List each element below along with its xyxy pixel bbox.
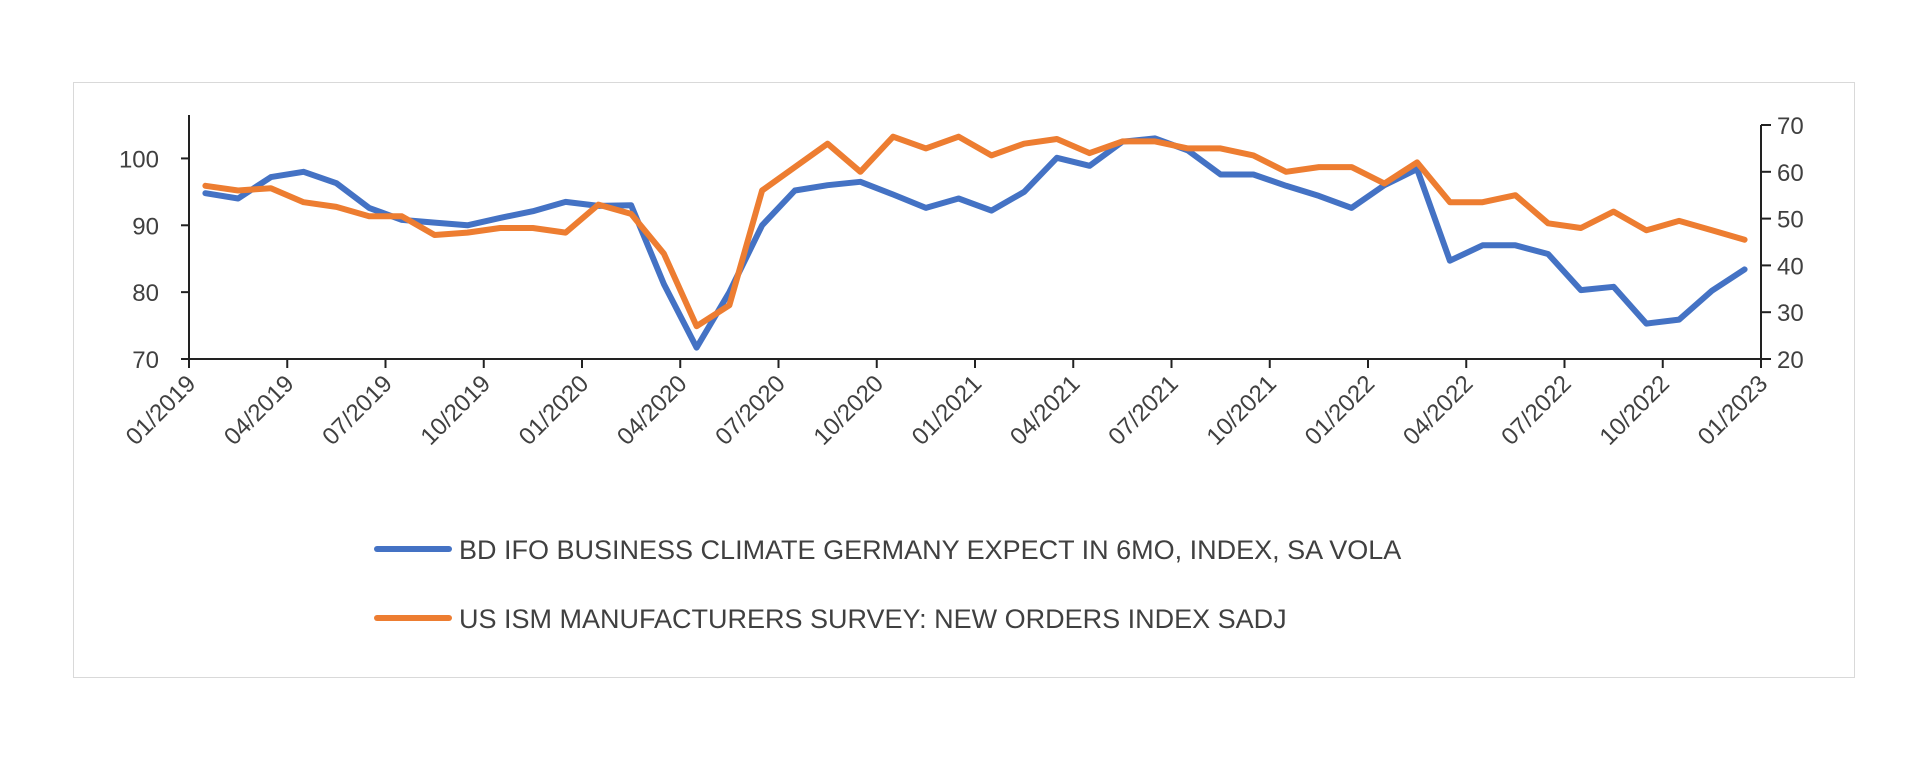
y-right-tick-label: 60 bbox=[1777, 160, 1804, 187]
y-right-tick-label: 20 bbox=[1777, 347, 1804, 374]
chart-frame: 70 80 90 100 20 30 40 50 60 70 01/2019 04/2019 07/20… bbox=[73, 82, 1855, 678]
x-tick-label: 01/2023 bbox=[1693, 370, 1773, 450]
x-tick-label: 01/2020 bbox=[514, 370, 594, 450]
y-right-tick-label: 70 bbox=[1777, 113, 1804, 140]
x-tick-label: 01/2022 bbox=[1300, 370, 1380, 450]
x-tick-label: 07/2020 bbox=[710, 370, 790, 450]
x-tick-label: 10/2020 bbox=[809, 370, 889, 450]
y-left-tick-label: 70 bbox=[132, 347, 159, 374]
x-tick-label: 10/2022 bbox=[1595, 370, 1675, 450]
y-right-tick-label: 40 bbox=[1777, 253, 1804, 280]
x-tick-label: 01/2019 bbox=[121, 370, 201, 450]
x-tick-label: 04/2022 bbox=[1398, 370, 1478, 450]
series-line-ifo bbox=[202, 135, 1748, 351]
legend-label: US ISM MANUFACTURERS SURVEY: NEW ORDERS … bbox=[459, 604, 1287, 634]
x-tick-label: 07/2021 bbox=[1103, 370, 1183, 450]
legend-label: BD IFO BUSINESS CLIMATE GERMANY EXPECT I… bbox=[459, 535, 1401, 565]
legend: BD IFO BUSINESS CLIMATE GERMANY EXPECT I… bbox=[374, 535, 1401, 634]
x-tick-label: 07/2022 bbox=[1496, 370, 1576, 450]
series-line-ism bbox=[202, 133, 1748, 330]
x-tick-label: 01/2021 bbox=[907, 370, 987, 450]
y-left-tick-label: 80 bbox=[132, 280, 159, 307]
x-tick-label: 04/2020 bbox=[612, 370, 692, 450]
x-tick-label: 07/2019 bbox=[317, 370, 397, 450]
x-tick-label: 10/2021 bbox=[1202, 370, 1282, 450]
y-right-tick-label: 30 bbox=[1777, 300, 1804, 327]
x-tick-label: 04/2021 bbox=[1005, 370, 1085, 450]
x-tick-label: 04/2019 bbox=[219, 370, 299, 450]
y-left-tick-label: 100 bbox=[119, 146, 159, 173]
y-right-tick-label: 50 bbox=[1777, 207, 1804, 234]
x-tick-label: 10/2019 bbox=[416, 370, 496, 450]
y-left-tick-label: 90 bbox=[132, 213, 159, 240]
series-layer bbox=[202, 133, 1748, 351]
